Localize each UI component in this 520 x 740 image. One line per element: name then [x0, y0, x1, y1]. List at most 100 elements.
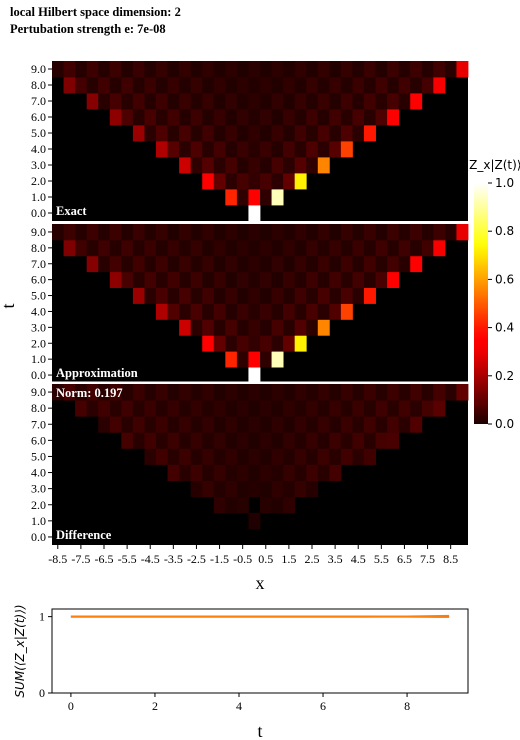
heatmap-cell [132, 239, 145, 257]
heatmap-cell [294, 416, 307, 433]
heatmap-cell [236, 384, 249, 401]
heatmap-cell [271, 384, 284, 401]
heatmap-cell [375, 416, 388, 433]
heatmap-cell [190, 157, 203, 174]
heatmap-cell [364, 400, 376, 417]
header-perturbation-strength: Pertubation strength e: 7e-08 [10, 22, 166, 36]
heatmap-cell [156, 109, 168, 126]
heatmap-cell [75, 239, 88, 257]
heatmap-cell [271, 93, 284, 110]
heatmap-cell [167, 224, 180, 241]
heatmap-cell [294, 448, 307, 465]
x-tick-label: -3.5 [164, 552, 183, 566]
heatmap-cell [225, 157, 238, 174]
heatmap-cell [109, 416, 122, 433]
heatmap-cell [294, 432, 307, 449]
heatmap-cell [236, 480, 249, 498]
heatmap-cell [190, 400, 203, 417]
y-tick-label: 0.0 [31, 206, 46, 220]
heatmap-cell [283, 448, 296, 465]
heatmap-cell [132, 271, 145, 288]
heatmap-cell [329, 255, 342, 273]
heatmap-cell [271, 416, 284, 433]
heatmap-cell [352, 432, 365, 449]
heatmap-cell [132, 125, 145, 142]
heatmap-cell [213, 303, 226, 320]
heatmap-cell [387, 255, 400, 273]
heatmap-cell [213, 384, 226, 401]
heatmap-cell [121, 432, 134, 449]
heatmap-cell [410, 77, 423, 94]
heatmap-cell [225, 384, 238, 401]
heatmap-cell [433, 224, 446, 241]
heatmap-cell [202, 255, 215, 273]
heatmap-cell [236, 416, 249, 433]
heatmap-cell [260, 432, 272, 449]
heatmap-cell [179, 239, 192, 257]
heatmap-cell [317, 384, 330, 401]
heatmap-cell [167, 61, 180, 78]
heatmap-cell [294, 480, 307, 498]
heatmap-cell [271, 319, 284, 336]
heatmap-cell [340, 224, 353, 241]
heatmap-cell [213, 287, 226, 304]
y-tick-label: 2.0 [31, 498, 46, 512]
heatmap-cell [167, 141, 180, 158]
colorbar-tick-label: 0.6 [495, 272, 514, 286]
heatmap-cell [398, 255, 411, 273]
heatmap-cell [179, 400, 192, 417]
heatmap-cell [271, 351, 284, 368]
heatmap-cell [190, 125, 203, 142]
heatmap-cell [248, 512, 261, 530]
heatmap-cell [283, 77, 296, 94]
heatmap-cell [52, 224, 64, 241]
heatmap-cell [271, 109, 284, 126]
heatmap-cell [109, 109, 122, 126]
heatmap-cell [132, 400, 145, 417]
heatmap-cell [248, 464, 261, 481]
heatmap-cell [283, 464, 296, 481]
heatmap-cell [179, 77, 192, 94]
heatmap-cell [167, 77, 180, 94]
heatmap-cell [364, 239, 376, 257]
heatmap-cell [248, 335, 261, 352]
heatmap-cell [98, 255, 111, 273]
heatmap-cell [306, 77, 319, 94]
heatmap-cell [352, 255, 365, 273]
heatmap-cell [317, 319, 330, 336]
heatmap-cell [294, 239, 307, 257]
heatmap-cell [190, 77, 203, 94]
heatmap-cell [144, 384, 157, 401]
heatmap-cell [225, 335, 238, 352]
heatmap-cell [63, 384, 76, 401]
heatmap-cell [364, 109, 376, 126]
heatmap-cell [340, 416, 353, 433]
heatmap-cell [156, 93, 168, 110]
heatmap-cell [132, 432, 145, 449]
heatmap-cell [294, 224, 307, 241]
heatmap-cell [444, 384, 457, 401]
heatmap-cell [63, 61, 76, 78]
heatmap-cell [213, 173, 226, 190]
heatmap-cell [236, 287, 249, 304]
x-tick-label: 1.5 [281, 552, 296, 566]
panel-separator [52, 221, 470, 224]
heatmap-cell [248, 141, 261, 158]
colorbar-title: ⟨Z_x|Z(t)⟩ [464, 158, 520, 172]
heatmap-cell [248, 255, 261, 273]
heatmap-cell [248, 416, 261, 433]
heatmap-cell [156, 224, 168, 241]
heatmap-cell [156, 255, 168, 273]
x-tick-label: -1.5 [210, 552, 229, 566]
heatmap-cell [236, 464, 249, 481]
heatmap-cell [340, 384, 353, 401]
heatmap-cell [167, 384, 180, 401]
heatmap-cell [433, 239, 446, 257]
heatmap-cell [340, 141, 353, 158]
heatmap-cell [225, 109, 238, 126]
heatmap-cell [109, 400, 122, 417]
heatmap-cell [190, 255, 203, 273]
heatmap-cell [271, 141, 284, 158]
heatmap-cell [179, 61, 192, 78]
heatmap-cell [283, 255, 296, 273]
